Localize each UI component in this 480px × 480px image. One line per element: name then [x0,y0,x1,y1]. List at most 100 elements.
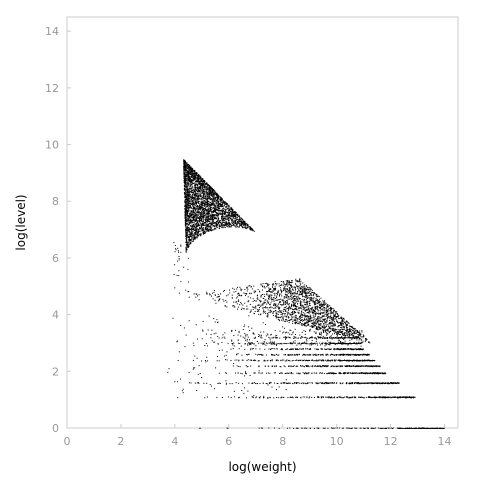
data-point [224,222,226,224]
data-point [201,224,203,226]
data-point [273,304,275,306]
data-point [227,211,229,213]
data-point [222,200,224,202]
data-point [202,230,204,232]
data-point [298,294,300,296]
data-point [336,329,338,331]
data-point [197,207,199,209]
data-point [326,309,328,311]
data-point [191,186,193,188]
data-point [187,241,189,243]
data-point [305,288,307,290]
data-point [200,208,202,210]
data-point [258,303,260,305]
data-point [223,213,225,215]
data-point [203,182,205,184]
data-point [208,189,210,191]
data-point [203,179,205,181]
data-point [320,317,322,319]
data-point [205,206,207,208]
data-point [202,189,204,191]
data-point [217,224,219,226]
data-point [198,208,200,210]
data-point [334,318,336,320]
data-point [265,306,267,308]
data-point [185,219,187,221]
data-point [218,202,220,204]
data-point [200,226,202,228]
data-point [187,175,189,177]
data-point [332,317,334,319]
data-point [216,204,218,206]
data-point [189,213,191,215]
data-point [299,305,301,306]
data-point [306,295,308,297]
data-point [215,221,217,223]
data-point [194,175,196,177]
data-point [229,289,231,291]
data-point [233,291,235,293]
data-point [364,338,366,340]
data-point [218,213,220,215]
data-point [320,320,322,322]
data-point [186,183,188,185]
data-point [237,214,239,216]
data-point [355,332,357,334]
data-point [285,302,287,304]
data-point [187,244,189,246]
data-point [222,225,223,227]
data-point [233,213,234,215]
data-point [186,240,188,242]
data-point [274,286,276,288]
data-point [183,164,185,166]
data-point [185,187,187,189]
data-point [197,229,199,231]
data-point [215,210,217,212]
data-point [305,318,307,320]
data-point [230,209,232,211]
data-point [185,203,187,205]
data-point [274,304,276,306]
data-point [210,186,212,188]
data-point [288,283,290,285]
data-point [228,219,230,221]
data-point [217,214,219,216]
data-point [199,217,201,219]
data-point [325,326,327,328]
data-point [193,214,195,216]
data-point [193,233,195,235]
data-point [200,212,202,214]
data-point [207,184,209,186]
data-point [189,183,191,185]
data-point [301,314,303,316]
data-point [189,165,191,167]
data-point [198,203,200,205]
data-point [206,200,208,202]
data-point [369,342,371,344]
data-point [202,229,204,231]
data-point [326,314,328,316]
data-point [195,216,197,218]
data-point [221,210,223,212]
data-point [189,198,191,200]
data-point [200,181,202,183]
data-point [294,287,296,289]
data-point [191,170,193,172]
data-point [259,301,261,303]
data-point [287,297,289,299]
data-point [269,295,271,297]
data-point [209,185,211,187]
data-point [306,312,308,314]
data-point [184,189,186,191]
data-point [209,194,211,196]
data-point [279,316,281,318]
data-point [323,327,325,329]
data-point [195,209,197,211]
data-point [189,193,191,195]
data-point [213,214,215,215]
data-point [359,332,361,334]
data-point [325,303,327,305]
data-point [185,219,187,221]
data-point [284,319,286,321]
data-point [192,174,194,176]
